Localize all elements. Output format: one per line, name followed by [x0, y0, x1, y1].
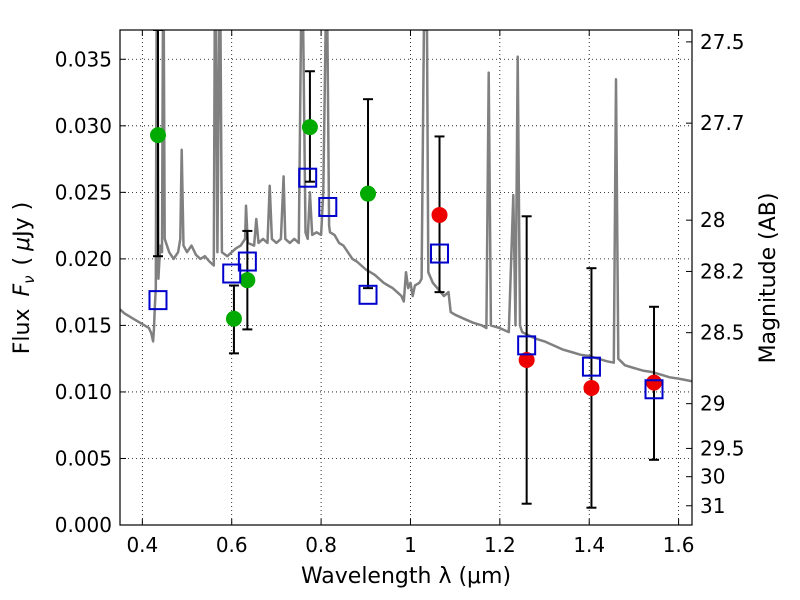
spectrum-layer	[120, 30, 692, 383]
red-data-point	[431, 206, 448, 223]
x-tick-label: 1	[404, 533, 417, 557]
plot-frame	[119, 29, 693, 526]
y-tick-label: 0.005	[55, 446, 112, 470]
model-square-point	[644, 379, 664, 400]
markers-layer	[148, 119, 664, 400]
green-data-point	[360, 185, 377, 202]
y-label-subscript: ν	[20, 275, 38, 283]
x-tick-label: 0.8	[305, 533, 337, 557]
y-tick-label: 0.010	[55, 380, 112, 404]
y2-tick-label: 28.2	[700, 259, 745, 283]
red-data-point	[646, 374, 663, 391]
y-axis-ticks: 0.000 0.005 0.010 0.015 0.020 0.025 0.030 0.035	[55, 47, 126, 537]
y2-tick-label: 28	[700, 208, 725, 232]
x-axis-ticks: 0.4 0.6 0.8 1 1.2 1.4 1.6	[126, 30, 695, 557]
green-data-point	[301, 119, 318, 136]
red-data-point	[518, 352, 535, 368]
model-square-point	[581, 356, 601, 377]
red-data-point	[583, 379, 600, 396]
y-label-flux: Flux	[10, 309, 35, 355]
y-tick-label: 0.000	[55, 513, 112, 537]
green-data-point	[149, 127, 166, 144]
x-tick-label: 1.4	[573, 533, 605, 557]
model-square-point	[237, 251, 257, 272]
y-label-mu: μ	[10, 237, 35, 252]
y2-tick-label: 31	[700, 494, 725, 518]
y2-tick-label: 27.7	[700, 111, 745, 135]
model-square-point	[298, 167, 318, 188]
green-data-point	[239, 272, 256, 289]
model-square-point	[517, 335, 537, 356]
x-axis-label: Wavelength λ (μm)	[301, 564, 511, 589]
y-tick-label: 0.025	[55, 180, 112, 204]
x-tick-label: 0.6	[216, 533, 248, 557]
y-axis-label: Flux Fν ( μJy )	[10, 202, 38, 354]
model-square-point	[222, 263, 242, 284]
y-label-unit: Jy )	[10, 202, 35, 239]
y2-tick-label: 29.5	[700, 436, 745, 460]
green-data-point	[225, 310, 242, 327]
x-tick-label: 0.4	[126, 533, 158, 557]
model-square-point	[148, 290, 168, 311]
y-tick-label: 0.015	[55, 313, 112, 337]
y2-axis-ticks: 27.5 27.7 28 28.2 28.5 29 29.5 30 31	[686, 30, 745, 518]
y2-tick-label: 29	[700, 392, 725, 416]
x-tick-label: 1.6	[663, 533, 695, 557]
y-tick-label: 0.030	[55, 114, 112, 138]
y2-tick-label: 27.5	[700, 30, 745, 54]
spectrum-line	[120, 30, 692, 383]
model-square-point	[430, 243, 450, 264]
y-label-paren: (	[10, 257, 35, 266]
y-tick-label: 0.020	[55, 247, 112, 271]
model-square-point	[318, 196, 338, 217]
y-label-symbol: F	[10, 284, 35, 297]
x-tick-label: 1.2	[484, 533, 516, 557]
y2-tick-label: 30	[700, 465, 725, 489]
y2-tick-label: 28.5	[700, 321, 745, 345]
y-tick-label: 0.035	[55, 47, 112, 71]
model-square-point	[358, 284, 378, 305]
y2-axis-label: Magnitude (AB)	[756, 193, 781, 364]
